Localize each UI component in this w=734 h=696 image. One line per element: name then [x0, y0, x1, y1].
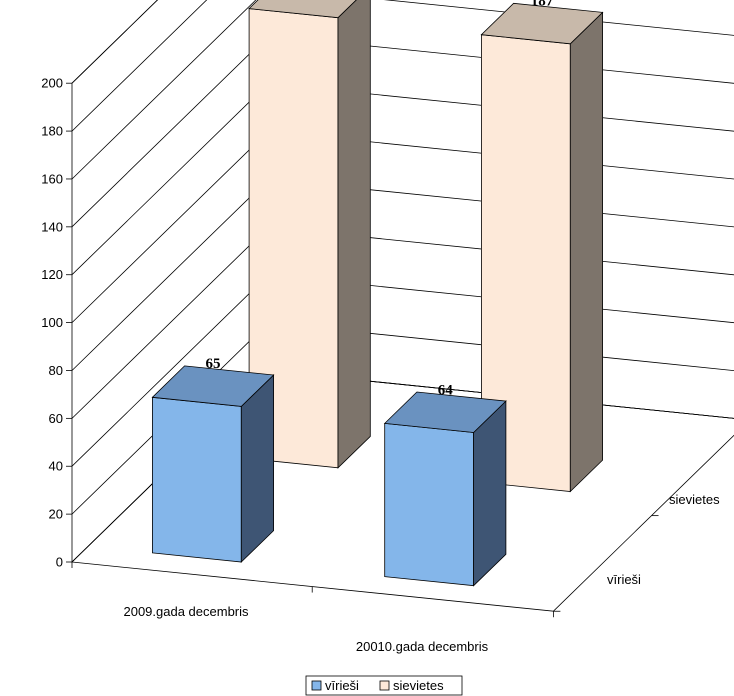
bar-side-face — [240, 374, 275, 563]
bar-sievietes-1 — [248, 0, 371, 469]
legend: vīrieši sievietes — [305, 675, 463, 696]
bar-side-face — [337, 0, 371, 469]
bar-front-face — [151, 396, 242, 563]
y-tick-label: 160 — [41, 171, 63, 186]
bar-top-face — [480, 2, 604, 45]
bar-sievietes-2 — [480, 2, 604, 493]
depth-label: sievietes — [669, 492, 720, 507]
bar-top-face — [248, 0, 357, 19]
bar-side-face — [569, 11, 603, 493]
bars — [151, 0, 604, 587]
y-tick-label: 80 — [49, 363, 63, 378]
category-label: 20010.gada decembris — [356, 639, 489, 654]
y-tick-label: 120 — [41, 267, 63, 282]
legend-swatch — [379, 680, 390, 691]
legend-swatch — [311, 680, 322, 691]
axes: 0 20 40 60 80 100 120 140 160 180 200 — [41, 76, 659, 618]
gridline — [71, 83, 734, 275]
legend-label: vīrieši — [325, 678, 359, 693]
gridline — [71, 178, 734, 371]
data-label: 64 — [438, 382, 454, 398]
gridline — [71, 0, 208, 132]
y-tick-label: 200 — [41, 76, 63, 91]
bar-virieši-1 — [151, 365, 275, 563]
bar-virieši-2 — [383, 391, 507, 587]
data-label: 187 — [531, 0, 554, 10]
bar-top-face — [383, 391, 507, 433]
bar-top-face — [151, 365, 275, 407]
y-tick-label: 140 — [41, 219, 63, 234]
y-tick-label: 40 — [49, 459, 63, 474]
bar-front-face — [384, 422, 475, 587]
gridline — [71, 0, 158, 84]
labels: 2009.gada decembris 20010.gada decembris v… — [123, 0, 720, 654]
gridline — [71, 0, 734, 180]
category-label: 2009.gada decembris — [123, 604, 249, 619]
gridline — [71, 130, 734, 323]
y-tick-label: 180 — [41, 124, 63, 139]
data-label: 65 — [205, 356, 220, 372]
gridline — [71, 35, 734, 228]
legend-label: sievietes — [393, 678, 444, 693]
y-tick-label: 100 — [41, 315, 63, 330]
bar-side-face — [473, 400, 507, 587]
y-tick-label: 20 — [49, 507, 63, 522]
y-tick-label: 0 — [56, 555, 63, 570]
y-tick-label: 60 — [49, 411, 63, 426]
depth-label: vīrieši — [607, 572, 641, 587]
